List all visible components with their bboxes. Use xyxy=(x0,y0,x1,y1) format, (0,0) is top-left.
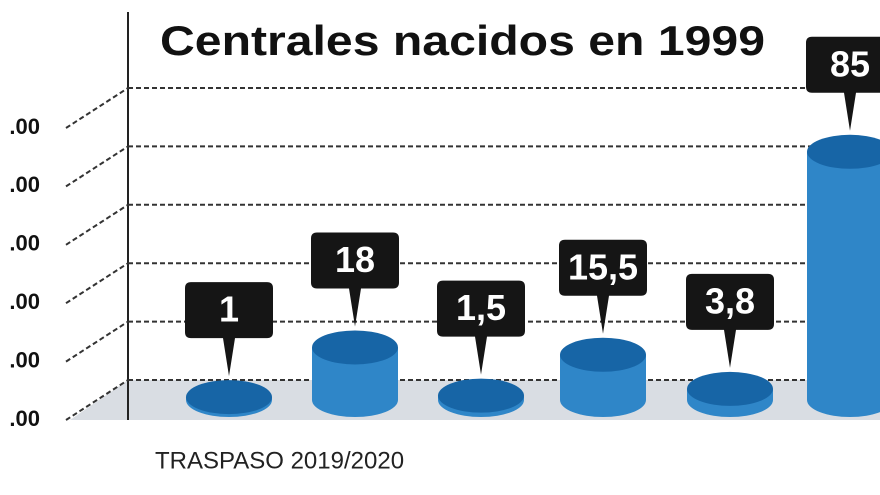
value-label: 1,5 xyxy=(456,287,506,328)
value-label: 1 xyxy=(219,289,239,330)
grid-line xyxy=(65,379,129,421)
bar xyxy=(312,347,398,417)
value-label: 3,8 xyxy=(705,280,755,321)
grid-line xyxy=(65,320,129,363)
value-label: 18 xyxy=(335,239,375,280)
chart-title: Centrales nacidos en 1999 xyxy=(160,17,765,64)
callout xyxy=(185,282,273,377)
grid-line xyxy=(65,87,129,129)
bar-top xyxy=(438,378,524,413)
value-label: 85 xyxy=(830,43,870,84)
y-tick-label: .00 xyxy=(9,289,40,314)
y-tick-label: .00 xyxy=(9,114,40,139)
bar xyxy=(560,354,646,417)
bar-top xyxy=(807,134,880,169)
y-tick-label: .00 xyxy=(9,231,40,256)
grid-line xyxy=(65,203,129,246)
grid-line xyxy=(65,262,129,305)
bar-top xyxy=(687,371,773,406)
y-tick-label: .00 xyxy=(9,347,40,372)
bar-top xyxy=(312,330,398,365)
bar xyxy=(807,151,880,417)
callout xyxy=(437,280,525,375)
callout xyxy=(559,239,647,334)
y-tick-label: .00 xyxy=(9,406,40,431)
callout xyxy=(806,36,880,131)
grid-line xyxy=(65,145,129,188)
value-label: 15,5 xyxy=(568,246,638,287)
x-axis-label: TRASPASO 2019/2020 xyxy=(155,447,404,474)
y-tick-label: .00 xyxy=(9,172,40,197)
bar-top xyxy=(186,380,272,415)
bar-top xyxy=(560,337,646,372)
callout xyxy=(311,232,399,327)
callout xyxy=(686,273,774,368)
